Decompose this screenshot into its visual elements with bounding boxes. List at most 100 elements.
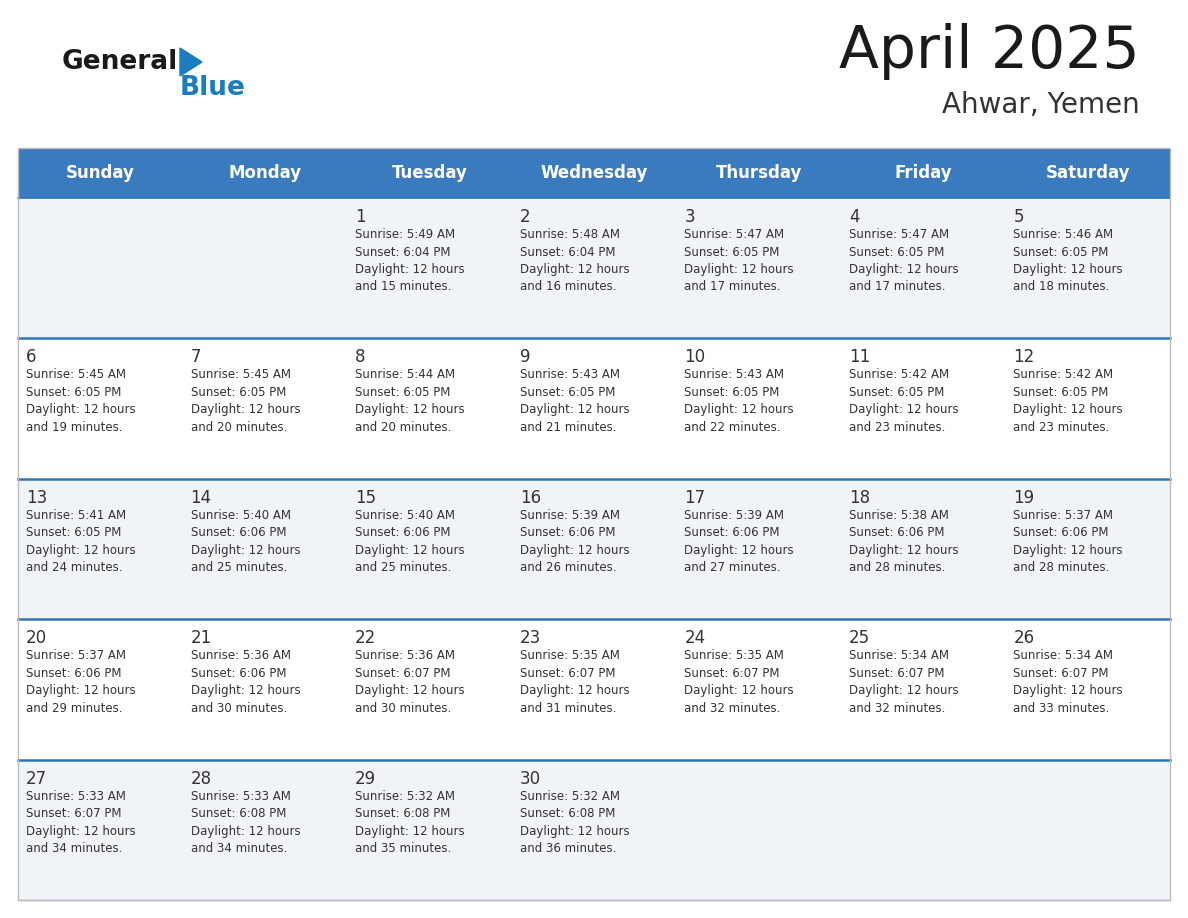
Text: Daylight: 12 hours: Daylight: 12 hours <box>849 403 959 417</box>
Text: Sunrise: 5:46 AM: Sunrise: 5:46 AM <box>1013 228 1113 241</box>
Text: and 34 minutes.: and 34 minutes. <box>190 842 287 855</box>
Bar <box>18 198 1170 339</box>
Text: Sunset: 6:06 PM: Sunset: 6:06 PM <box>519 526 615 539</box>
Text: 17: 17 <box>684 488 706 507</box>
Text: 6: 6 <box>26 349 37 366</box>
Text: Sunrise: 5:43 AM: Sunrise: 5:43 AM <box>519 368 620 381</box>
Text: Sunset: 6:05 PM: Sunset: 6:05 PM <box>684 386 779 399</box>
Text: Sunset: 6:06 PM: Sunset: 6:06 PM <box>849 526 944 539</box>
Text: and 22 minutes.: and 22 minutes. <box>684 420 781 434</box>
Text: 8: 8 <box>355 349 366 366</box>
Text: Thursday: Thursday <box>715 164 802 182</box>
Text: Daylight: 12 hours: Daylight: 12 hours <box>849 684 959 697</box>
Text: Ahwar, Yemen: Ahwar, Yemen <box>942 91 1140 119</box>
Text: and 34 minutes.: and 34 minutes. <box>26 842 122 855</box>
Text: Sunset: 6:05 PM: Sunset: 6:05 PM <box>355 386 450 399</box>
Text: 28: 28 <box>190 769 211 788</box>
Text: Daylight: 12 hours: Daylight: 12 hours <box>684 263 794 276</box>
Text: Sunrise: 5:38 AM: Sunrise: 5:38 AM <box>849 509 949 521</box>
Text: Sunset: 6:05 PM: Sunset: 6:05 PM <box>849 245 944 259</box>
Text: 21: 21 <box>190 629 211 647</box>
Text: April 2025: April 2025 <box>840 24 1140 81</box>
Text: and 26 minutes.: and 26 minutes. <box>519 561 617 575</box>
Text: and 33 minutes.: and 33 minutes. <box>1013 701 1110 715</box>
Text: and 27 minutes.: and 27 minutes. <box>684 561 781 575</box>
Text: and 31 minutes.: and 31 minutes. <box>519 701 617 715</box>
Text: Sunrise: 5:48 AM: Sunrise: 5:48 AM <box>519 228 620 241</box>
Text: and 19 minutes.: and 19 minutes. <box>26 420 122 434</box>
Text: and 29 minutes.: and 29 minutes. <box>26 701 122 715</box>
Text: and 21 minutes.: and 21 minutes. <box>519 420 617 434</box>
Text: Sunset: 6:05 PM: Sunset: 6:05 PM <box>1013 386 1108 399</box>
Text: 12: 12 <box>1013 349 1035 366</box>
Text: Sunrise: 5:32 AM: Sunrise: 5:32 AM <box>519 789 620 802</box>
Text: Sunrise: 5:39 AM: Sunrise: 5:39 AM <box>684 509 784 521</box>
Text: Daylight: 12 hours: Daylight: 12 hours <box>355 824 465 837</box>
Text: Sunrise: 5:34 AM: Sunrise: 5:34 AM <box>1013 649 1113 662</box>
Text: 1: 1 <box>355 208 366 226</box>
Text: Sunset: 6:06 PM: Sunset: 6:06 PM <box>684 526 779 539</box>
Text: Sunset: 6:07 PM: Sunset: 6:07 PM <box>355 666 450 679</box>
Text: and 25 minutes.: and 25 minutes. <box>355 561 451 575</box>
Text: 3: 3 <box>684 208 695 226</box>
Text: Sunrise: 5:40 AM: Sunrise: 5:40 AM <box>355 509 455 521</box>
Text: and 30 minutes.: and 30 minutes. <box>355 701 451 715</box>
Text: Sunset: 6:07 PM: Sunset: 6:07 PM <box>849 666 944 679</box>
Text: 14: 14 <box>190 488 211 507</box>
Text: 4: 4 <box>849 208 859 226</box>
Text: Sunset: 6:05 PM: Sunset: 6:05 PM <box>684 245 779 259</box>
Text: Sunset: 6:06 PM: Sunset: 6:06 PM <box>190 526 286 539</box>
Text: and 24 minutes.: and 24 minutes. <box>26 561 122 575</box>
Text: and 17 minutes.: and 17 minutes. <box>684 281 781 294</box>
Text: Daylight: 12 hours: Daylight: 12 hours <box>26 684 135 697</box>
Bar <box>1005 148 1170 198</box>
Text: 15: 15 <box>355 488 377 507</box>
Bar <box>18 759 1170 900</box>
Text: 24: 24 <box>684 629 706 647</box>
Text: and 25 minutes.: and 25 minutes. <box>190 561 287 575</box>
Text: Sunset: 6:07 PM: Sunset: 6:07 PM <box>519 666 615 679</box>
Text: Sunset: 6:05 PM: Sunset: 6:05 PM <box>26 386 121 399</box>
Text: Sunrise: 5:36 AM: Sunrise: 5:36 AM <box>355 649 455 662</box>
Text: and 20 minutes.: and 20 minutes. <box>355 420 451 434</box>
Text: Sunrise: 5:42 AM: Sunrise: 5:42 AM <box>849 368 949 381</box>
Text: Sunset: 6:08 PM: Sunset: 6:08 PM <box>355 807 450 820</box>
Text: Sunset: 6:07 PM: Sunset: 6:07 PM <box>684 666 779 679</box>
Text: 29: 29 <box>355 769 377 788</box>
Text: Monday: Monday <box>228 164 302 182</box>
Text: 20: 20 <box>26 629 48 647</box>
Text: Sunset: 6:05 PM: Sunset: 6:05 PM <box>849 386 944 399</box>
Text: 2: 2 <box>519 208 530 226</box>
Text: Daylight: 12 hours: Daylight: 12 hours <box>355 543 465 557</box>
Text: Sunset: 6:05 PM: Sunset: 6:05 PM <box>1013 245 1108 259</box>
Text: Sunrise: 5:33 AM: Sunrise: 5:33 AM <box>190 789 290 802</box>
Text: and 23 minutes.: and 23 minutes. <box>1013 420 1110 434</box>
Bar <box>18 479 1170 620</box>
Text: Sunrise: 5:43 AM: Sunrise: 5:43 AM <box>684 368 784 381</box>
Text: 22: 22 <box>355 629 377 647</box>
Text: Daylight: 12 hours: Daylight: 12 hours <box>519 263 630 276</box>
Text: General: General <box>62 49 178 75</box>
Text: Sunrise: 5:44 AM: Sunrise: 5:44 AM <box>355 368 455 381</box>
Text: Daylight: 12 hours: Daylight: 12 hours <box>26 403 135 417</box>
Text: Daylight: 12 hours: Daylight: 12 hours <box>684 543 794 557</box>
Text: Daylight: 12 hours: Daylight: 12 hours <box>26 824 135 837</box>
Text: 25: 25 <box>849 629 870 647</box>
Text: Sunset: 6:04 PM: Sunset: 6:04 PM <box>519 245 615 259</box>
Text: Daylight: 12 hours: Daylight: 12 hours <box>355 684 465 697</box>
Text: Daylight: 12 hours: Daylight: 12 hours <box>355 403 465 417</box>
Text: Sunset: 6:05 PM: Sunset: 6:05 PM <box>190 386 286 399</box>
Text: Sunset: 6:07 PM: Sunset: 6:07 PM <box>1013 666 1108 679</box>
Text: 10: 10 <box>684 349 706 366</box>
Text: Daylight: 12 hours: Daylight: 12 hours <box>1013 684 1123 697</box>
Text: 26: 26 <box>1013 629 1035 647</box>
Text: Sunrise: 5:35 AM: Sunrise: 5:35 AM <box>684 649 784 662</box>
Text: and 32 minutes.: and 32 minutes. <box>849 701 946 715</box>
Text: Daylight: 12 hours: Daylight: 12 hours <box>190 684 301 697</box>
Text: Sunrise: 5:36 AM: Sunrise: 5:36 AM <box>190 649 291 662</box>
Text: 5: 5 <box>1013 208 1024 226</box>
Text: Daylight: 12 hours: Daylight: 12 hours <box>1013 543 1123 557</box>
Text: and 20 minutes.: and 20 minutes. <box>190 420 287 434</box>
Text: Daylight: 12 hours: Daylight: 12 hours <box>849 543 959 557</box>
Text: Daylight: 12 hours: Daylight: 12 hours <box>519 824 630 837</box>
